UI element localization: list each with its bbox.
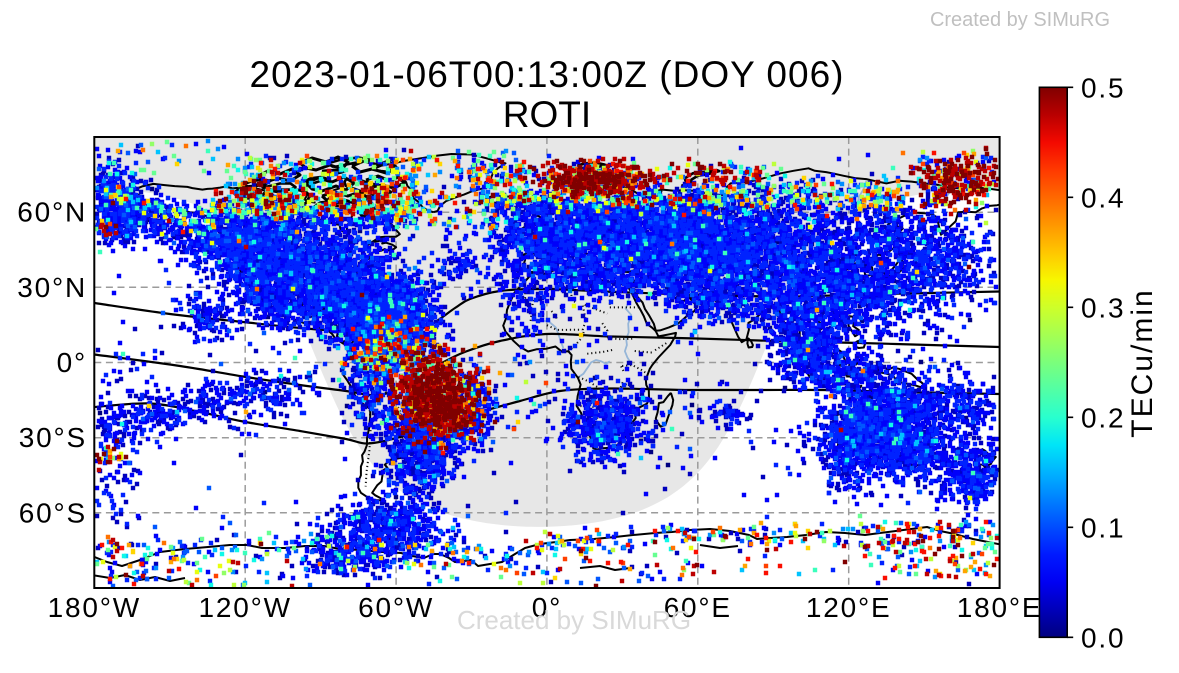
svg-text:Created by SIMuRG: Created by SIMuRG bbox=[457, 605, 691, 635]
svg-text:0°: 0° bbox=[57, 347, 87, 378]
svg-text:60°W: 60°W bbox=[358, 592, 434, 623]
svg-text:120°E: 120°E bbox=[806, 592, 892, 623]
svg-text:180°E: 180°E bbox=[957, 592, 1043, 623]
svg-text:TECu/min: TECu/min bbox=[1126, 288, 1159, 437]
svg-text:180°W: 180°W bbox=[48, 592, 141, 623]
svg-text:0.1: 0.1 bbox=[1081, 512, 1125, 543]
svg-text:0°: 0° bbox=[532, 592, 562, 623]
svg-text:0.2: 0.2 bbox=[1081, 402, 1125, 433]
svg-text:2023-01-06T00:13:00Z (DOY 006): 2023-01-06T00:13:00Z (DOY 006) bbox=[250, 54, 845, 95]
svg-text:0.3: 0.3 bbox=[1081, 292, 1125, 323]
svg-text:ROTI: ROTI bbox=[503, 94, 591, 135]
svg-text:30°N: 30°N bbox=[17, 272, 87, 303]
svg-text:60°E: 60°E bbox=[664, 592, 732, 623]
svg-text:0.5: 0.5 bbox=[1081, 72, 1125, 103]
svg-text:0.0: 0.0 bbox=[1081, 622, 1125, 653]
svg-text:Created by SIMuRG: Created by SIMuRG bbox=[930, 9, 1110, 31]
svg-text:0.4: 0.4 bbox=[1081, 182, 1125, 213]
svg-text:60°N: 60°N bbox=[17, 197, 87, 228]
svg-text:120°W: 120°W bbox=[199, 592, 292, 623]
svg-text:60°S: 60°S bbox=[19, 497, 87, 528]
svg-text:30°S: 30°S bbox=[19, 422, 87, 453]
